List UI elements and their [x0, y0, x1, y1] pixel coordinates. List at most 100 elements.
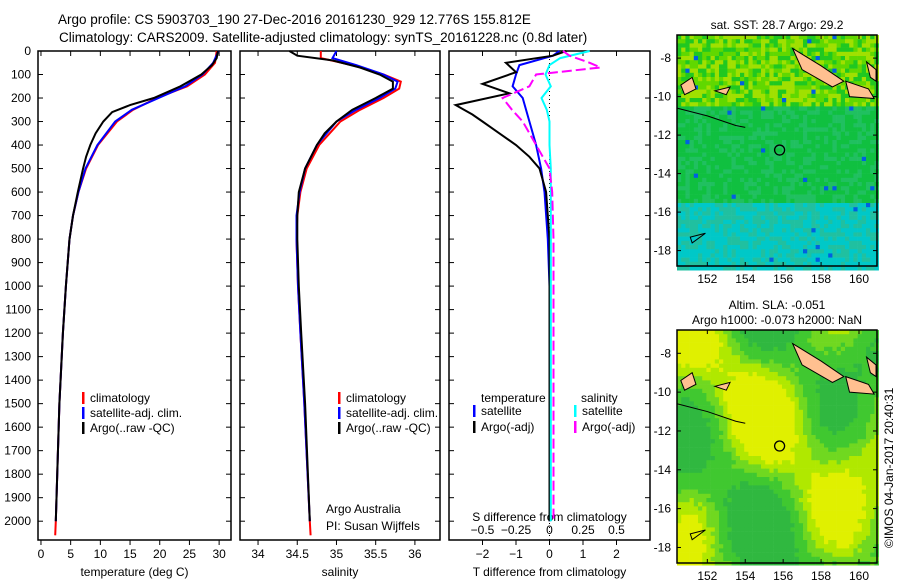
- x-tick-label: 20: [153, 547, 167, 561]
- series-line-salinity-satellite: [540, 50, 590, 522]
- lon-tick-label: 152: [697, 272, 717, 286]
- x-tick-label: 5: [67, 547, 74, 561]
- sla-map: 152 154 156 158 160 -8 -10 -12 -14 -16 -18 Altim. S…: [654, 298, 879, 580]
- lon-tick-label: 152: [697, 569, 717, 580]
- x-tick-label: 15: [123, 547, 137, 561]
- title-line-1: Argo profile: CS 5903703_190 27-Dec-2016…: [58, 12, 531, 27]
- lon-tick-label: 160: [849, 569, 869, 580]
- lon-tick-label: 154: [735, 272, 755, 286]
- y-tick-label: 600: [11, 185, 31, 199]
- reef-outline: [689, 529, 706, 541]
- y-tick-label: 500: [11, 162, 31, 176]
- series-line-argo-raw-qc-: [288, 50, 394, 522]
- profile-location-marker: [773, 144, 786, 156]
- profile-panel-2: 34 34.5 35 35.5 36 salinity climatologysatelli…: [239, 50, 441, 579]
- lat-tick-label: -12: [654, 128, 672, 142]
- profile-panel-1: 0100200300400500600700800900100011001200…: [4, 44, 232, 579]
- island-landmass: [680, 371, 697, 391]
- y-tick-label: 1900: [4, 491, 31, 505]
- island-landmass: [865, 355, 877, 378]
- legend-label: climatology: [346, 391, 406, 405]
- y-tick-label: 1700: [4, 444, 31, 458]
- series-line-temperature-argo-adj-: [452, 50, 567, 522]
- series-line-satellite-adj-clim-: [54, 50, 220, 522]
- y-tick-label: 200: [11, 91, 31, 105]
- sst-map: 152 154 156 158 160 -8 -10 -12 -14 -16 -18 sat. SST…: [654, 18, 879, 286]
- annotation-pi: PI: Susan Wijffels: [326, 519, 420, 533]
- y-tick-label: 1400: [4, 373, 31, 387]
- legend-label: climatology: [90, 391, 150, 405]
- x2-tick-label: 0: [546, 523, 553, 537]
- lon-tick-label: 156: [773, 272, 793, 286]
- plot-frame: [239, 50, 441, 541]
- legend-marker: [338, 392, 341, 404]
- map-frame: [676, 34, 878, 267]
- lat-tick-label: -8: [660, 51, 671, 65]
- legend-marker: [473, 421, 476, 433]
- series-line-salinity-argo-adj-: [501, 50, 605, 522]
- x-axis-label: temperature (deg C): [80, 565, 188, 579]
- lat-tick-label: -14: [654, 463, 672, 477]
- title-line-2: Climatology: CARS2009. Satellite-adjuste…: [59, 30, 587, 45]
- legend-label: Argo(-adj): [481, 420, 534, 434]
- legend-label: Argo(-adj): [582, 420, 635, 434]
- legend-marker: [338, 422, 341, 434]
- reef-outline: [676, 403, 746, 424]
- legend-marker: [82, 422, 85, 434]
- island-landmass: [845, 375, 876, 395]
- y-tick-label: 700: [11, 209, 31, 223]
- map-title: sat. SST: 28.7 Argo: 29.2: [711, 18, 844, 32]
- x-tick-label: 36: [408, 547, 422, 561]
- island-landmass: [865, 60, 877, 83]
- island-landmass: [791, 342, 845, 383]
- legend-label: satellite: [481, 404, 522, 418]
- y-tick-label: 800: [11, 232, 31, 246]
- y-tick-label: 400: [11, 138, 31, 152]
- island-landmass: [680, 76, 697, 96]
- legend-label: satellite-adj. clim.: [90, 406, 182, 420]
- annotation-institution: Argo Australia: [326, 502, 401, 516]
- lat-tick-label: -18: [654, 244, 672, 258]
- imos-timestamp: ©IMOS 04-Jan-2017 20:40:31: [882, 387, 896, 548]
- lat-tick-label: -10: [654, 90, 672, 104]
- x-tick-label: 35: [330, 547, 344, 561]
- y-tick-label: 1500: [4, 397, 31, 411]
- series-line-temperature-satellite: [511, 50, 561, 522]
- x-tick-label: 35.5: [364, 547, 388, 561]
- legend-label: Argo(..raw -QC): [90, 421, 175, 435]
- reef-outline: [689, 232, 706, 244]
- x-tick-label: 34.5: [286, 547, 310, 561]
- lon-tick-label: 160: [849, 272, 869, 286]
- series-line-climatology: [295, 51, 402, 536]
- map-frame: [676, 329, 878, 564]
- lat-tick-label: -8: [660, 346, 671, 360]
- x-tick-label: 0: [546, 547, 553, 561]
- x-tick-label: 10: [94, 547, 108, 561]
- island-landmass: [713, 86, 732, 96]
- legend-marker: [338, 407, 341, 419]
- lat-tick-label: -14: [654, 167, 672, 181]
- lat-tick-label: -18: [654, 540, 672, 554]
- map-title: Argo h1000: -0.073 h2000: NaN: [692, 313, 862, 327]
- series-line-climatology: [54, 50, 218, 536]
- y-tick-label: 100: [11, 68, 31, 82]
- y-tick-label: 1300: [4, 350, 31, 364]
- legend-label: Argo(..raw -QC): [346, 421, 431, 435]
- x-tick-label: 25: [183, 547, 197, 561]
- x-tick-label: 34: [251, 547, 265, 561]
- profile-location-marker: [773, 440, 786, 452]
- plot-frame: [37, 50, 232, 541]
- legend-marker: [574, 421, 577, 433]
- x2-tick-label: 0.5: [608, 523, 625, 537]
- island-landmass: [845, 80, 876, 100]
- x-tick-label: 1: [580, 547, 587, 561]
- x2-tick-label: 0.25: [571, 523, 595, 537]
- lat-tick-label: -16: [654, 205, 672, 219]
- legend-header-salinity: salinity: [581, 391, 618, 405]
- x-tick-label: 0: [38, 547, 45, 561]
- legend-label: satellite: [582, 404, 623, 418]
- lon-tick-label: 154: [735, 569, 755, 580]
- y-tick-label: 1100: [5, 303, 31, 317]
- legend-marker: [574, 405, 577, 417]
